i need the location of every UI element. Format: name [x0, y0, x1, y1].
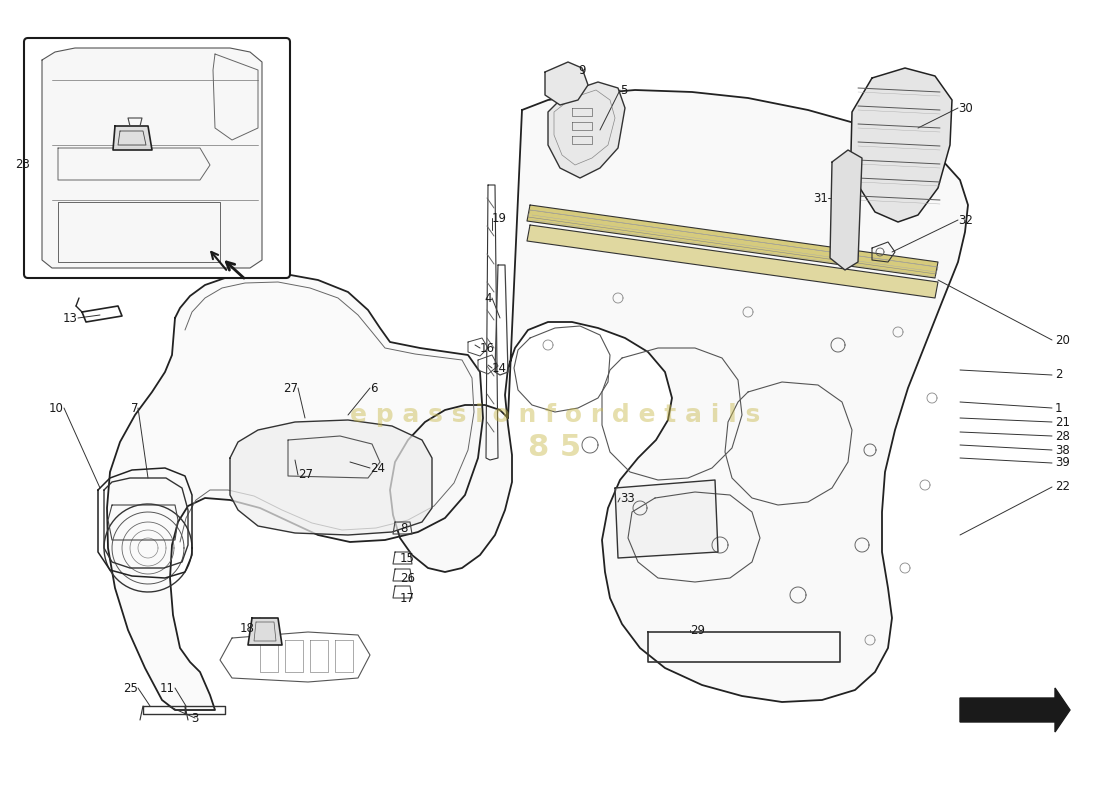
Text: 39: 39 — [1055, 457, 1070, 470]
Text: 11: 11 — [160, 682, 175, 694]
Text: 7: 7 — [131, 402, 138, 414]
Text: 6: 6 — [370, 382, 377, 394]
Polygon shape — [248, 618, 282, 645]
Text: 16: 16 — [480, 342, 495, 354]
Polygon shape — [527, 225, 938, 298]
Text: 25: 25 — [123, 682, 138, 694]
Polygon shape — [107, 274, 483, 710]
Text: 2: 2 — [1055, 369, 1063, 382]
Polygon shape — [615, 480, 718, 558]
Text: 21: 21 — [1055, 415, 1070, 429]
Text: 17: 17 — [400, 591, 415, 605]
Text: 3: 3 — [191, 711, 199, 725]
Text: 14: 14 — [492, 362, 507, 374]
Text: 27: 27 — [298, 469, 314, 482]
Polygon shape — [390, 90, 968, 702]
Polygon shape — [548, 82, 625, 178]
Text: 32: 32 — [958, 214, 972, 226]
Text: 33: 33 — [620, 491, 635, 505]
Polygon shape — [527, 205, 938, 278]
Polygon shape — [851, 68, 952, 222]
Text: 19: 19 — [492, 211, 507, 225]
Text: 24: 24 — [370, 462, 385, 474]
Text: 28: 28 — [1055, 430, 1070, 442]
Text: 31: 31 — [813, 191, 828, 205]
Text: 9: 9 — [578, 63, 585, 77]
Text: 20: 20 — [1055, 334, 1070, 346]
Text: 4: 4 — [484, 291, 492, 305]
Text: 8: 8 — [400, 522, 407, 534]
Text: 27: 27 — [283, 382, 298, 394]
Text: 23: 23 — [15, 158, 30, 171]
Text: e p a s s i o n f o r d e t a i l s: e p a s s i o n f o r d e t a i l s — [350, 403, 760, 427]
Text: 5: 5 — [620, 83, 627, 97]
Polygon shape — [544, 62, 588, 105]
Text: 29: 29 — [690, 623, 705, 637]
Polygon shape — [830, 150, 862, 270]
Text: 38: 38 — [1055, 443, 1069, 457]
Text: 1: 1 — [1055, 402, 1063, 414]
Polygon shape — [960, 688, 1070, 732]
Text: 30: 30 — [958, 102, 972, 114]
Text: 10: 10 — [50, 402, 64, 414]
Text: 22: 22 — [1055, 481, 1070, 494]
Polygon shape — [113, 126, 152, 150]
Text: 26: 26 — [400, 571, 415, 585]
Text: 13: 13 — [63, 311, 78, 325]
Polygon shape — [230, 420, 432, 535]
Text: 18: 18 — [240, 622, 255, 634]
Text: 8 5: 8 5 — [528, 434, 582, 462]
Text: 15: 15 — [400, 551, 415, 565]
FancyBboxPatch shape — [24, 38, 290, 278]
Polygon shape — [42, 48, 262, 268]
